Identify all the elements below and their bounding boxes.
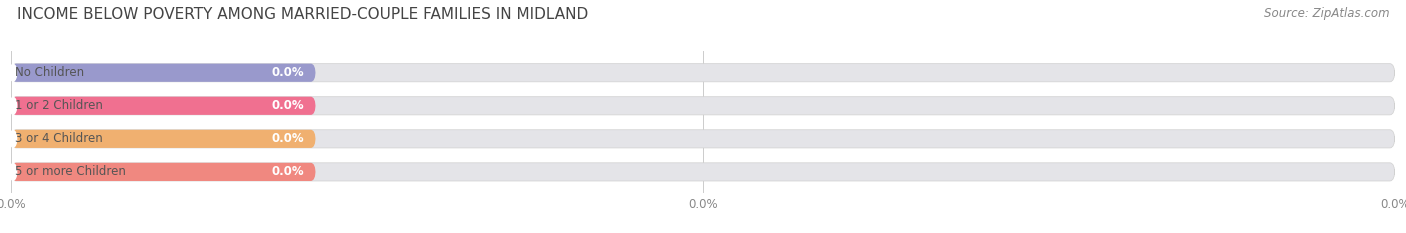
Text: 5 or more Children: 5 or more Children	[15, 165, 127, 178]
Circle shape	[10, 64, 17, 81]
FancyBboxPatch shape	[11, 130, 315, 148]
Text: 0.0%: 0.0%	[271, 132, 305, 145]
Text: 0.0%: 0.0%	[271, 99, 305, 112]
Circle shape	[10, 130, 17, 147]
Text: 0.0%: 0.0%	[271, 165, 305, 178]
FancyBboxPatch shape	[11, 64, 1395, 82]
Text: 0.0%: 0.0%	[271, 66, 305, 79]
Circle shape	[10, 164, 17, 180]
Text: 1 or 2 Children: 1 or 2 Children	[15, 99, 103, 112]
Circle shape	[10, 97, 17, 114]
FancyBboxPatch shape	[11, 130, 1395, 148]
FancyBboxPatch shape	[11, 163, 1395, 181]
FancyBboxPatch shape	[11, 97, 315, 115]
FancyBboxPatch shape	[11, 97, 1395, 115]
Text: 3 or 4 Children: 3 or 4 Children	[15, 132, 103, 145]
Text: INCOME BELOW POVERTY AMONG MARRIED-COUPLE FAMILIES IN MIDLAND: INCOME BELOW POVERTY AMONG MARRIED-COUPL…	[17, 7, 588, 22]
Text: Source: ZipAtlas.com: Source: ZipAtlas.com	[1264, 7, 1389, 20]
Text: No Children: No Children	[15, 66, 84, 79]
FancyBboxPatch shape	[11, 163, 315, 181]
FancyBboxPatch shape	[11, 64, 315, 82]
